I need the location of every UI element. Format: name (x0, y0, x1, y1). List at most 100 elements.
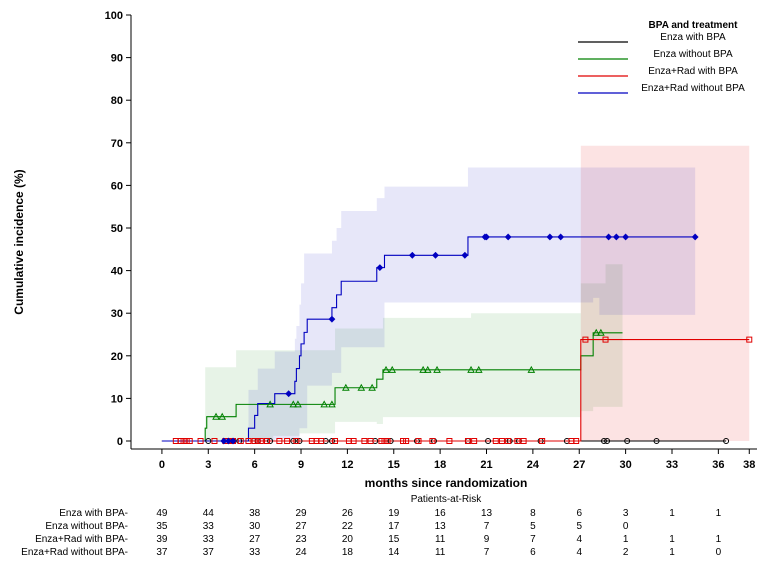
censor-marker-2-26 (367, 438, 374, 444)
censor-marker-2-11 (245, 438, 252, 444)
y-tick-label-40: 40 (111, 266, 123, 278)
censor-marker-0-11 (387, 438, 394, 444)
at-risk-value-3-12: 0 (716, 547, 722, 558)
x-tick-label-24: 24 (527, 459, 540, 471)
at-risk-value-0-3: 29 (295, 508, 307, 519)
at-risk-value-0-10: 3 (623, 508, 629, 519)
censor-marker-2-3 (183, 438, 190, 444)
at-risk-value-0-4: 26 (342, 508, 354, 519)
censor-marker-2-44 (573, 438, 580, 444)
censor-marker-1-5 (320, 400, 329, 408)
censor-marker-2-16 (276, 438, 283, 444)
censor-marker-3-10 (483, 233, 490, 241)
at-risk-value-2-12: 1 (716, 534, 722, 545)
x-tick-label-36: 36 (712, 459, 724, 471)
censor-marker-2-6 (211, 438, 218, 444)
censor-marker-0-23 (653, 438, 660, 444)
at-risk-value-2-5: 15 (388, 534, 400, 545)
legend-label-2: Enza+Rad with BPA (648, 66, 738, 77)
censor-marker-2-30 (400, 438, 407, 444)
censor-markers (172, 233, 753, 445)
x-tick-label-21: 21 (480, 459, 492, 471)
censor-marker-1-4 (294, 400, 302, 408)
censor-marker-1-7 (342, 383, 350, 391)
censor-marker-3-16 (622, 233, 630, 241)
x-tick-label-3: 3 (205, 459, 211, 471)
series-line-1 (161, 332, 623, 442)
censor-marker-3-5 (376, 264, 384, 272)
censor-marker-1-8 (357, 383, 366, 391)
censor-marker-1-2 (266, 400, 274, 408)
censor-marker-0-5 (267, 438, 274, 444)
at-risk-value-1-8: 5 (530, 521, 536, 532)
at-risk-value-2-10: 1 (623, 534, 629, 545)
censor-marker-0-6 (290, 438, 297, 444)
y-axis-title: Cumulative incidence (%) (12, 169, 26, 314)
at-risk-value-3-9: 4 (576, 547, 582, 558)
x-tick-label-0: 0 (159, 459, 165, 471)
at-risk-label-0: Enza with BPA- (59, 508, 128, 519)
x-tick-label-27: 27 (573, 459, 585, 471)
legend-label-0: Enza with BPA (660, 32, 726, 43)
at-risk-value-2-6: 11 (435, 534, 446, 545)
censor-marker-2-37 (492, 438, 499, 444)
censor-marker-3-15 (612, 233, 620, 241)
at-risk-value-2-4: 20 (342, 534, 354, 545)
censor-marker-1-6 (328, 400, 336, 408)
censor-marker-3-8 (461, 251, 469, 259)
legend-label-1: Enza without BPA (653, 49, 733, 60)
censor-marker-3-11 (504, 233, 512, 241)
censor-marker-2-1 (177, 438, 184, 444)
censor-marker-0-7 (296, 438, 303, 444)
x-tick-label-18: 18 (434, 459, 446, 471)
at-risk-value-3-8: 6 (530, 547, 536, 558)
censor-marker-2-13 (254, 438, 261, 444)
x-tick-label-9: 9 (298, 459, 304, 471)
censor-marker-3-17 (691, 233, 699, 241)
censor-marker-2-41 (520, 438, 527, 444)
y-tick-label-80: 80 (111, 95, 123, 107)
confidence-bands (205, 145, 750, 442)
at-risk-value-3-3: 24 (295, 547, 307, 558)
at-risk-value-1-6: 13 (435, 521, 447, 532)
censor-marker-3-7 (432, 251, 439, 259)
at-risk-value-2-1: 33 (203, 534, 215, 545)
censor-marker-1-14 (433, 365, 441, 373)
censor-marker-3-4 (328, 315, 336, 323)
censor-marker-2-38 (498, 438, 505, 444)
y-tick-label-50: 50 (111, 223, 123, 235)
at-risk-value-1-10: 0 (623, 521, 629, 532)
censor-marker-2-17 (284, 438, 291, 444)
censor-marker-1-18 (592, 328, 601, 336)
censor-marker-1-10 (382, 365, 390, 373)
at-risk-value-3-7: 7 (484, 547, 490, 558)
censor-marker-2-22 (332, 438, 339, 444)
y-tick-label-0: 0 (117, 436, 123, 448)
at-risk-value-1-0: 35 (156, 521, 168, 532)
step-curves (161, 236, 750, 442)
y-tick-label-70: 70 (111, 138, 123, 150)
censor-marker-0-15 (485, 438, 492, 444)
censor-marker-0-9 (328, 438, 335, 444)
y-tick-label-90: 90 (111, 53, 123, 65)
at-risk-value-0-1: 44 (203, 508, 215, 519)
censor-marker-3-14 (605, 233, 613, 241)
at-risk-value-1-3: 27 (295, 521, 307, 532)
at-risk-value-1-2: 30 (249, 521, 261, 532)
at-risk-value-2-8: 7 (530, 534, 536, 545)
censor-marker-3-1 (224, 437, 232, 445)
at-risk-label-1: Enza without BPA- (45, 521, 128, 532)
y-tick-label-60: 60 (111, 180, 123, 192)
at-risk-value-0-5: 19 (388, 508, 400, 519)
ci-band-1 (205, 264, 623, 441)
censor-marker-0-21 (604, 438, 611, 444)
at-risk-value-0-0: 49 (156, 508, 168, 519)
censor-marker-2-47 (746, 336, 753, 343)
ci-band-2 (580, 145, 750, 442)
at-risk-label-3: Enza+Rad without BPA- (21, 547, 128, 558)
censor-marker-2-42 (539, 438, 546, 444)
censor-marker-2-2 (180, 438, 187, 444)
censor-marker-2-31 (403, 438, 410, 444)
